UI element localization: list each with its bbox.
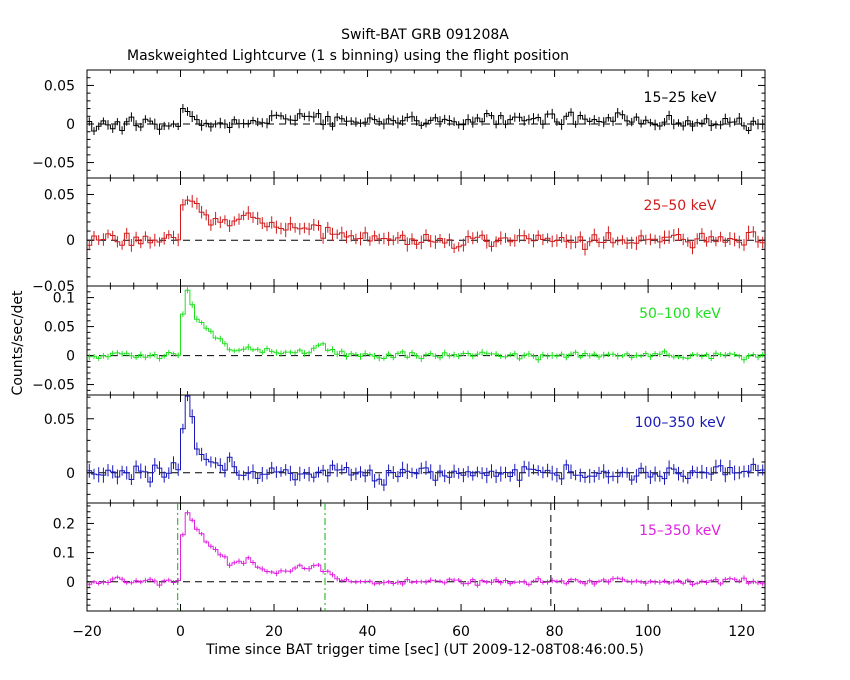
y-tick-label: −0.05: [32, 279, 75, 295]
band-label: 15–25 keV: [644, 90, 717, 106]
x-tick-label: 80: [546, 624, 564, 640]
panel-3: 0.1 0.05 0 −0.05 50–100 keV: [32, 285, 766, 396]
x-tick-label: 20: [265, 624, 283, 640]
x-tick-label: 60: [452, 624, 470, 640]
panel-4: 0.05 0 100–350 keV: [44, 391, 766, 504]
error-bars: [88, 510, 764, 588]
figure-title: Swift-BAT GRB 091208A: [341, 27, 509, 43]
band-label: 100–350 keV: [635, 415, 726, 431]
lightcurve-series: [87, 289, 765, 361]
panel-frame: [86, 502, 766, 612]
x-tick-label: 0: [176, 624, 185, 640]
x-tick-label: −20: [72, 624, 102, 640]
band-label: 50–100 keV: [639, 306, 721, 322]
panel-5: 0.2 0.1 0 15–350 keV: [53, 502, 766, 612]
y-tick-label: 0: [66, 575, 75, 591]
lightcurve-series: [87, 512, 765, 586]
lightcurve-series: [87, 199, 765, 250]
y-tick-label: 0: [66, 233, 75, 249]
panel-2: 0.05 0 −0.05 25–50 keV: [32, 177, 766, 295]
panel-frame: [86, 285, 766, 396]
band-label: 25–50 keV: [644, 198, 717, 214]
y-axis-label: Counts/sec/det: [10, 290, 26, 395]
x-tick-label: 40: [359, 624, 377, 640]
figure-subtitle: Maskweighted Lightcurve (1 s binning) us…: [127, 48, 569, 64]
panel-1: 0.05 0 −0.05 15–25 keV: [32, 69, 766, 179]
x-tick-label: 120: [728, 624, 755, 640]
y-tick-label: 0: [66, 349, 75, 365]
y-tick-label: 0: [66, 466, 75, 482]
error-bars: [88, 104, 764, 135]
y-tick-label: −0.05: [32, 156, 75, 172]
y-tick-label: 0.05: [44, 412, 75, 428]
panel-frame: [86, 394, 766, 504]
lightcurve-series: [87, 395, 765, 486]
y-tick-label: 0.1: [53, 546, 75, 562]
y-tick-label: 0.1: [53, 291, 75, 307]
y-tick-label: 0.05: [44, 78, 75, 94]
band-label: 15–350 keV: [639, 523, 721, 539]
y-tick-label: 0: [66, 117, 75, 133]
x-tick-label: 100: [635, 624, 662, 640]
y-tick-label: 0.2: [53, 516, 75, 532]
x-axis-label: Time since BAT trigger time [sec] (UT 20…: [205, 642, 644, 658]
lightcurve-series: [87, 108, 765, 132]
y-tick-label: 0.05: [44, 187, 75, 203]
y-tick-label: −0.05: [32, 378, 75, 394]
y-tick-label: 0.05: [44, 320, 75, 336]
